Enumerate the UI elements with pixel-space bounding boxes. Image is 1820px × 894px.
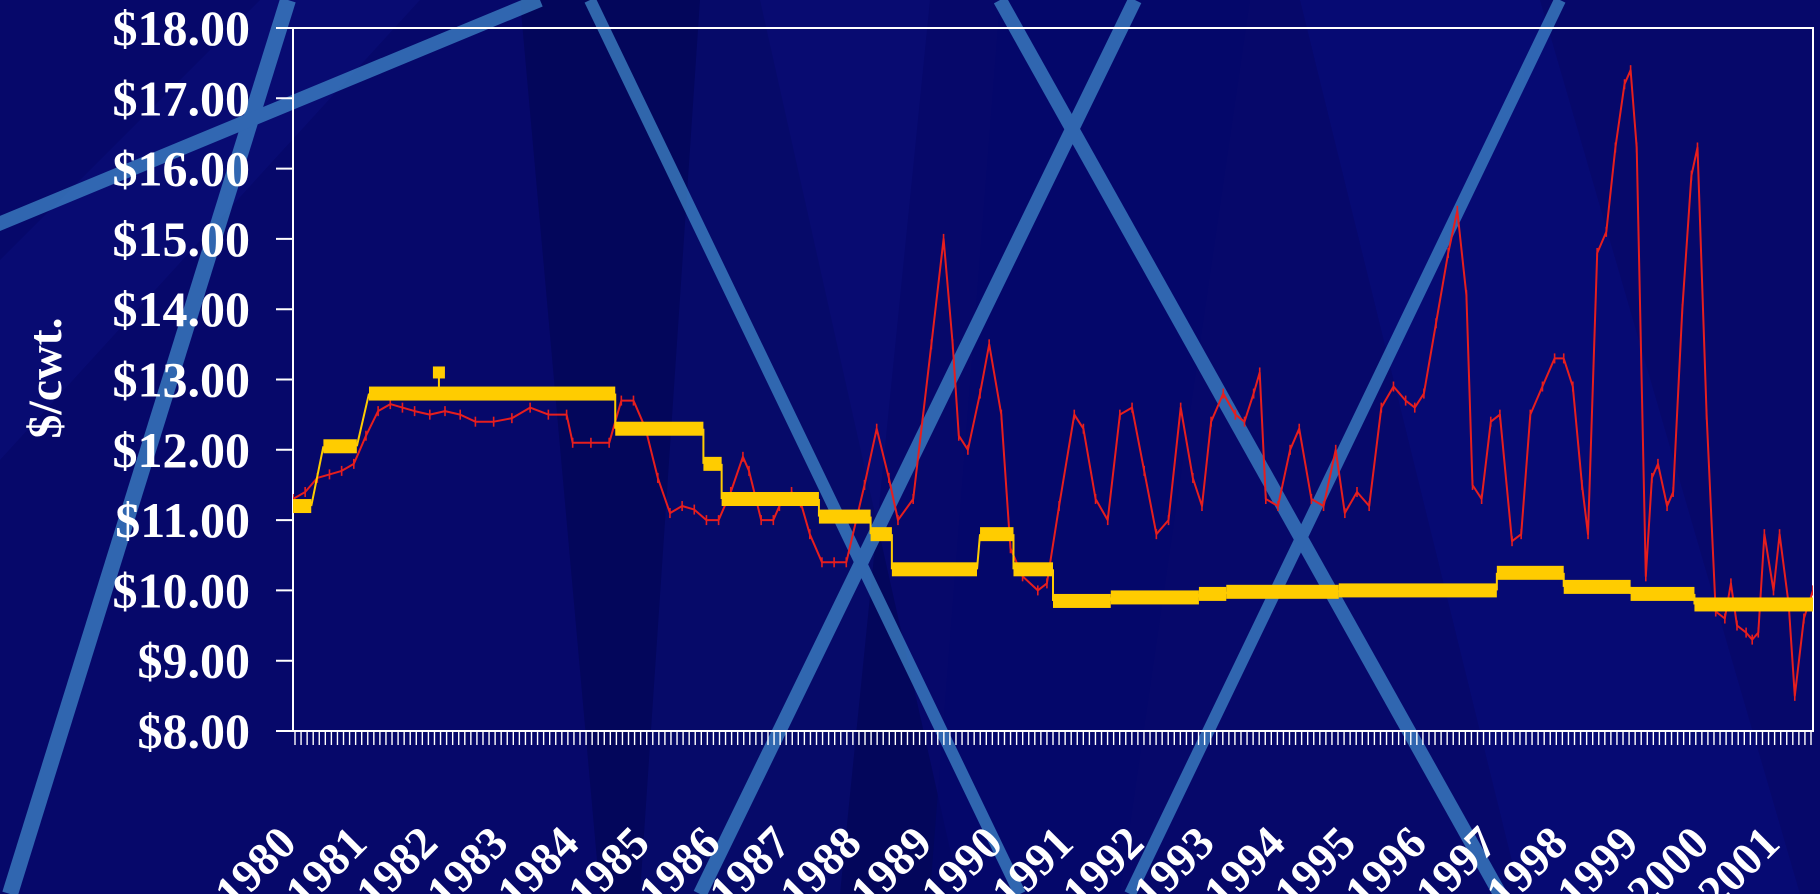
y-tick-label: $15.00: [113, 211, 251, 267]
support-price-segment: [323, 439, 357, 454]
y-tick-label: $16.00: [113, 141, 251, 197]
support-price-segment: [703, 456, 722, 471]
step-connector: [310, 446, 325, 507]
support-price-segment: [1110, 590, 1199, 605]
support-price-segment: [1694, 597, 1813, 612]
y-tick-label: $9.00: [138, 633, 251, 689]
plot-frame: [292, 27, 1814, 732]
support-price-segment: [293, 499, 312, 514]
y-tick-label: $12.00: [113, 422, 251, 478]
y-axis: $8.00 $9.00 $10.00 $11.00 $12.00 $13.00 $14.00…: [113, 0, 293, 759]
monthly-price-markers: [293, 65, 1813, 701]
support-price-segment: [870, 527, 892, 542]
step-connector: [976, 534, 982, 570]
y-tick-label: $13.00: [113, 352, 251, 408]
support-price-segment: [1053, 593, 1111, 608]
support-price-segment: [818, 509, 871, 524]
step-connector: [355, 393, 370, 447]
support-price-segment: [1496, 565, 1564, 580]
y-tick-label: $14.00: [113, 281, 251, 337]
support-price-segment: [615, 421, 704, 436]
support-price-segment: [1630, 586, 1695, 601]
y-tick-label: $18.00: [113, 0, 251, 56]
y-tick-label: $8.00: [138, 703, 251, 759]
support-price-segment: [891, 562, 977, 577]
support-price-steps: [293, 366, 1813, 612]
support-price-segment: [1226, 584, 1339, 599]
y-axis-title: $/cwt.: [19, 317, 72, 438]
y-tick-label: $17.00: [113, 70, 251, 126]
y-tick-label: $11.00: [115, 492, 250, 548]
support-price-segment: [1338, 583, 1497, 598]
support-price-segment: [721, 492, 819, 507]
support-price-segment: [1563, 579, 1631, 594]
plot-area: [293, 65, 1813, 701]
support-price-segment: [369, 386, 616, 401]
support-price-segment: [980, 527, 1014, 542]
support-price-segment: [1198, 586, 1227, 601]
support-price-marker: [432, 366, 445, 379]
y-tick-label: $10.00: [113, 562, 251, 618]
support-price-segment: [1013, 562, 1053, 577]
